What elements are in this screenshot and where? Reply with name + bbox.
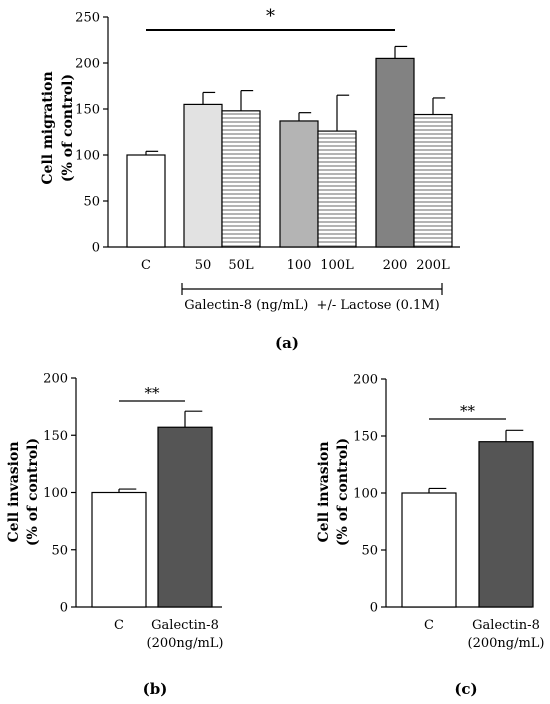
bar-200L bbox=[413, 113, 453, 248]
y-tick-label: 50 bbox=[83, 195, 100, 210]
panel-label-b: (b) bbox=[143, 680, 168, 698]
x-tick-label: Galectin-8 bbox=[472, 618, 540, 633]
significance-a: * bbox=[146, 6, 395, 31]
x-tick-label: C bbox=[114, 618, 124, 633]
y-tick-label: 200 bbox=[353, 373, 378, 388]
panel-label-c: (c) bbox=[454, 680, 477, 698]
bar-C bbox=[401, 492, 457, 608]
x-tick-label: C bbox=[424, 618, 434, 633]
bar-C bbox=[91, 491, 147, 608]
x-tick-label: 100L bbox=[320, 258, 354, 273]
y-tick-label: 50 bbox=[51, 543, 68, 558]
bar-Galectin-8 bbox=[157, 426, 213, 608]
treatment-bracket: Galectin-8 (ng/mL) +/- Lactose (0.1M) bbox=[181, 283, 443, 313]
x-labels-b: C Galectin-8 (200ng/mL) bbox=[114, 618, 223, 651]
x-tick-sublabel: (200ng/mL) bbox=[468, 636, 545, 651]
x-tick-label: Galectin-8 bbox=[151, 618, 219, 633]
bar-200 bbox=[375, 57, 415, 248]
chart-c: Cell invasion (% of control) 0 50 100 150 20… bbox=[316, 373, 545, 699]
x-tick-label: 50L bbox=[228, 258, 254, 273]
y-tick-label: 150 bbox=[75, 103, 100, 118]
y-tick-label: 100 bbox=[75, 149, 100, 164]
y-tick-label: 0 bbox=[60, 601, 68, 616]
bar-50L bbox=[221, 110, 261, 248]
y-ticks-a: 0 50 100 150 200 250 bbox=[75, 11, 460, 256]
ylabel-b-line2: (% of control) bbox=[25, 438, 41, 546]
y-tick-label: 150 bbox=[353, 430, 378, 445]
significance-b: ** bbox=[119, 384, 185, 402]
bars-a bbox=[126, 45, 453, 248]
y-tick-label: 0 bbox=[370, 601, 378, 616]
x-labels-c: C Galectin-8 (200ng/mL) bbox=[424, 618, 544, 651]
y-tick-label: 250 bbox=[75, 11, 100, 26]
x-tick-label: 100 bbox=[287, 258, 312, 273]
ylabel-c-line2: (% of control) bbox=[335, 438, 351, 546]
bracket-label: Galectin-8 (ng/mL) +/- Lactose (0.1M) bbox=[184, 298, 439, 313]
x-tick-label: 200 bbox=[383, 258, 408, 273]
y-tick-label: 200 bbox=[43, 372, 68, 387]
y-tick-label: 100 bbox=[353, 487, 378, 502]
x-labels-a: C 50 50L 100 100L 200 200L bbox=[141, 258, 450, 273]
bars-c bbox=[401, 429, 534, 608]
y-tick-label: 200 bbox=[75, 57, 100, 72]
y-tick-label: 0 bbox=[92, 241, 100, 256]
ylabel-b-line1: Cell invasion bbox=[6, 442, 22, 543]
bar-100 bbox=[279, 120, 319, 248]
y-tick-label: 50 bbox=[361, 544, 378, 559]
x-tick-label: C bbox=[141, 258, 151, 273]
x-tick-label: 50 bbox=[195, 258, 212, 273]
chart-b: Cell invasion (% of control) 0 50 100 150 20… bbox=[6, 372, 224, 699]
ylabel-a-line1: Cell migration bbox=[40, 71, 56, 184]
bar-50 bbox=[183, 103, 223, 248]
y-tick-label: 100 bbox=[43, 486, 68, 501]
bar-C bbox=[126, 154, 166, 248]
bars-b bbox=[91, 410, 213, 608]
significance-stars-b: ** bbox=[145, 384, 161, 402]
x-tick-label: 200L bbox=[416, 258, 450, 273]
ylabel-c-line1: Cell invasion bbox=[316, 442, 332, 543]
bar-100L bbox=[317, 130, 357, 248]
significance-stars-c: ** bbox=[460, 402, 476, 420]
bar-Galectin-8 bbox=[478, 441, 534, 608]
significance-c: ** bbox=[429, 402, 506, 420]
panel-label-a: (a) bbox=[275, 334, 299, 352]
ylabel-a-line2: (% of control) bbox=[60, 74, 76, 182]
significance-star-a: * bbox=[266, 6, 275, 27]
chart-a: Cell migration (% of control) 0 50 100 150 2… bbox=[40, 6, 460, 352]
y-tick-label: 150 bbox=[43, 429, 68, 444]
x-tick-sublabel: (200ng/mL) bbox=[147, 636, 224, 651]
